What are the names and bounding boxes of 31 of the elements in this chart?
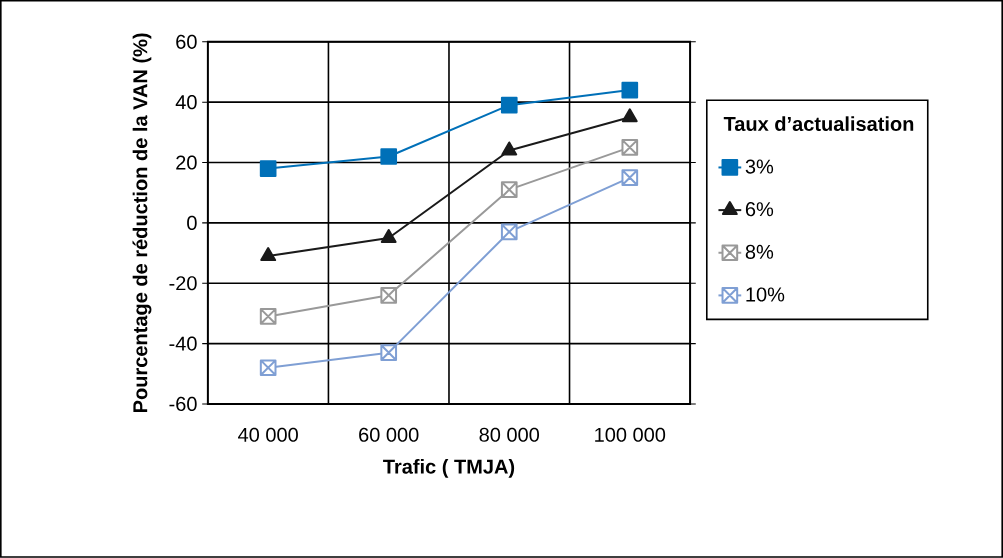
point [380, 229, 397, 244]
legend-title: Taux d’actualisation [723, 116, 914, 132]
x-tick-label: 60 000 [359, 427, 419, 442]
x-tick-label: 40 000 [238, 427, 298, 442]
y-axis-title: Pourcentage de réduction de la VAN (%) [132, 33, 152, 413]
point [621, 81, 639, 99]
y-tick-label: -40 [169, 336, 197, 351]
point [380, 287, 398, 304]
point [259, 160, 277, 177]
point [260, 247, 277, 262]
y-tick-label: 40 [175, 95, 197, 110]
x-tick-label: 100 000 [595, 427, 666, 442]
point [500, 96, 518, 114]
legend-label: 8% [745, 244, 774, 260]
point [621, 139, 639, 156]
point [500, 181, 518, 199]
y-tick-label: -60 [169, 396, 197, 412]
legend-label: 6% [745, 202, 774, 217]
y-tick-label: -20 [169, 276, 197, 291]
point [621, 169, 639, 187]
x-tick-label: 80 000 [479, 427, 540, 442]
point [380, 148, 398, 165]
point [380, 344, 398, 362]
y-tick-label: 0 [187, 215, 197, 231]
legend-label: 10% [746, 287, 785, 302]
point [621, 108, 638, 123]
legend-label: 3% [745, 159, 774, 174]
y-tick-label: 60 [176, 34, 197, 49]
y-tick-label: 20 [176, 155, 197, 170]
x-axis-title: Trafic ( TMJA) [383, 459, 515, 478]
point [501, 141, 518, 156]
